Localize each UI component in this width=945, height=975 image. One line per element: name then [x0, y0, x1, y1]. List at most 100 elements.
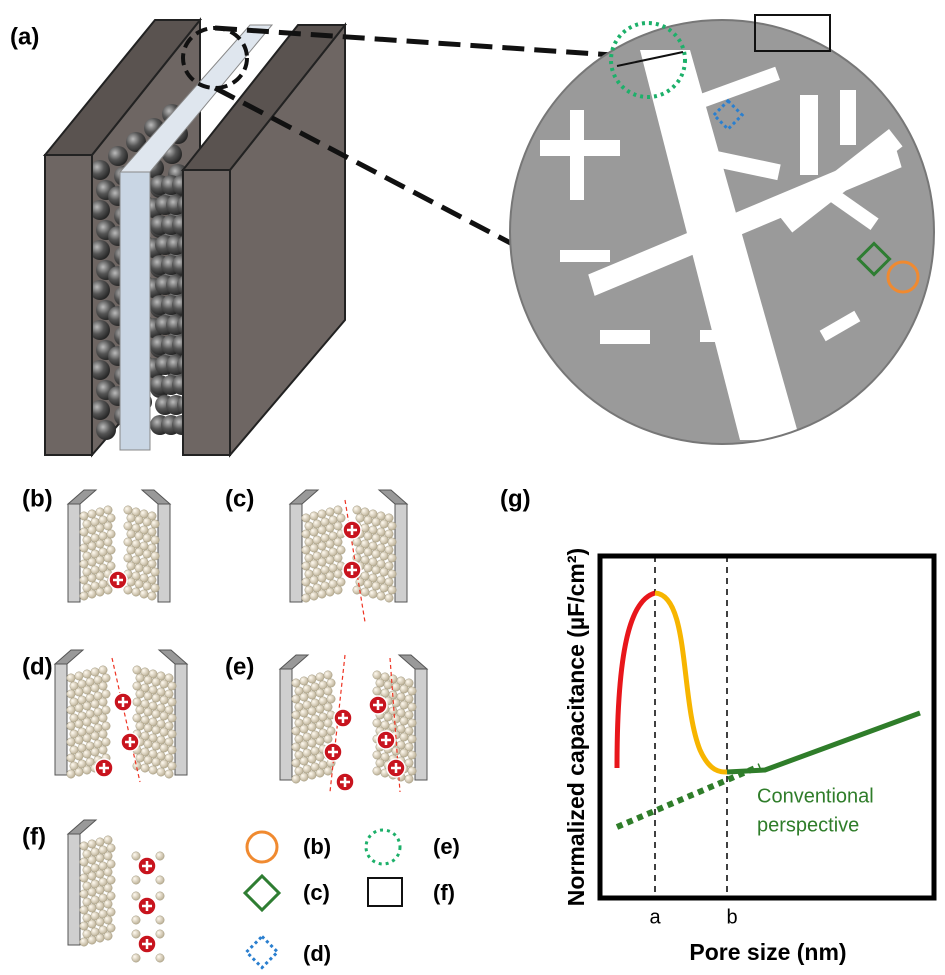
supercapacitor [45, 20, 345, 455]
atom [83, 670, 91, 678]
atom [88, 840, 96, 848]
atom [380, 536, 388, 544]
atom [156, 876, 164, 884]
atom [364, 564, 372, 572]
atom [88, 526, 96, 534]
atom [318, 510, 326, 518]
atom [151, 520, 159, 528]
atom [156, 930, 164, 938]
atom [318, 574, 326, 582]
electrode-top [159, 650, 187, 664]
atom [107, 892, 115, 900]
legend: (b) (c) (d) (e) (f) [245, 830, 460, 968]
atom [144, 708, 152, 716]
atom [308, 771, 316, 779]
atom [136, 722, 144, 730]
atom [392, 715, 400, 723]
atom [107, 546, 115, 554]
atom [140, 590, 148, 598]
atom [373, 687, 381, 695]
panel-label: (f) [22, 823, 46, 850]
electrode [290, 504, 302, 602]
atom [136, 674, 144, 682]
atom [372, 550, 380, 558]
atom [144, 756, 152, 764]
atom [96, 572, 104, 580]
atom [168, 730, 176, 738]
atom [75, 672, 83, 680]
atom [104, 900, 112, 908]
atom [124, 522, 132, 530]
atom [376, 679, 384, 687]
atom [316, 753, 324, 761]
panel-label: (g) [500, 485, 531, 512]
atom [308, 755, 316, 763]
atom [104, 916, 112, 924]
atom [160, 696, 168, 704]
atom [388, 570, 396, 578]
atom [99, 714, 107, 722]
atom [168, 714, 176, 722]
atom [364, 532, 372, 540]
atom [107, 514, 115, 522]
atom [132, 916, 140, 924]
atom [80, 842, 88, 850]
atom [96, 854, 104, 862]
atom [88, 920, 96, 928]
atom [104, 554, 112, 562]
atom [83, 734, 91, 742]
atom [96, 838, 104, 846]
atom [151, 568, 159, 576]
atom [151, 536, 159, 544]
atom [316, 737, 324, 745]
atom [356, 546, 364, 554]
atom [102, 690, 110, 698]
atom [300, 709, 308, 717]
atom [369, 590, 377, 598]
atom [102, 706, 110, 714]
legend-label: (e) [433, 834, 460, 859]
atom [376, 759, 384, 767]
atom [99, 682, 107, 690]
atom [104, 868, 112, 876]
atom [143, 518, 151, 526]
electrode [68, 504, 80, 602]
atom [324, 687, 332, 695]
atom [292, 679, 300, 687]
atom [124, 554, 132, 562]
atom [385, 594, 393, 602]
atom [91, 748, 99, 756]
atom [292, 727, 300, 735]
atom [133, 682, 141, 690]
atom [353, 506, 361, 514]
atom [400, 717, 408, 725]
atom [136, 690, 144, 698]
atom [91, 684, 99, 692]
atom [165, 770, 173, 778]
atom [324, 719, 332, 727]
atom [326, 524, 334, 532]
atom [408, 767, 416, 775]
atom [316, 769, 324, 777]
atom [96, 918, 104, 926]
atom [405, 775, 413, 783]
electrode [175, 664, 187, 775]
atom [96, 556, 104, 564]
atom [135, 580, 143, 588]
atom [302, 546, 310, 554]
atom [88, 888, 96, 896]
atom [300, 741, 308, 749]
x-marker: b [726, 906, 737, 928]
atom [83, 702, 91, 710]
atom [327, 679, 335, 687]
legend-label: (b) [303, 834, 331, 859]
atom [388, 586, 396, 594]
panel-label: (d) [22, 653, 53, 680]
atom [324, 703, 332, 711]
atom [400, 685, 408, 693]
atom [337, 546, 345, 554]
atom [308, 691, 316, 699]
atom [127, 578, 135, 586]
atom [96, 588, 104, 596]
atom [80, 890, 88, 898]
